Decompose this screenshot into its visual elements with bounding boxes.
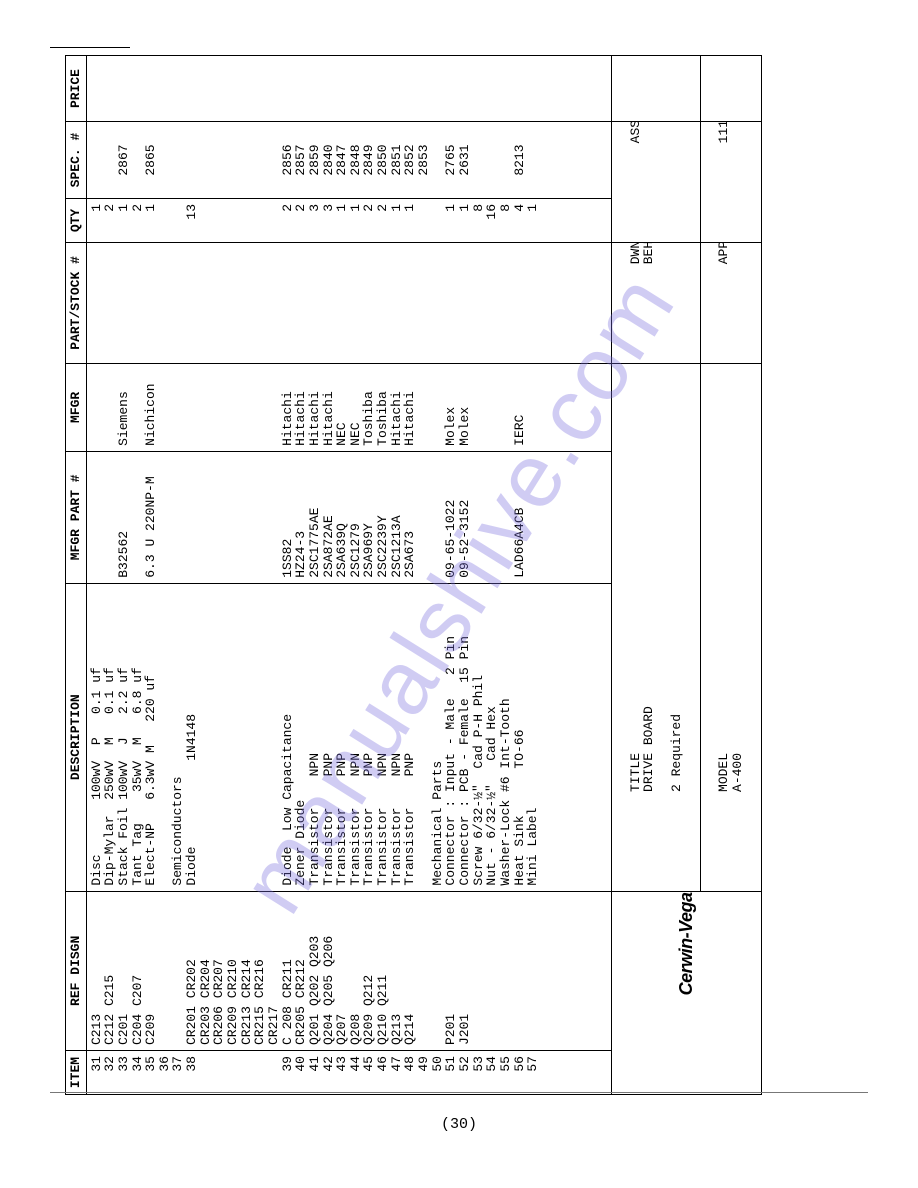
- bottom-rule: [50, 1092, 868, 1093]
- title-block: Cerwin-Vega TITLE DRIVE BOARD 2 Required…: [611, 56, 761, 1095]
- parts-table: ITEM REF DISGN DESCRIPTION MFGR PART # M…: [65, 55, 762, 1095]
- assy-label: ASSY.: [628, 122, 643, 144]
- col-spec: 2867 2865 2856 2857 2859 2840 2847 2848 …: [86, 122, 611, 199]
- hdr-qty: QTY: [66, 198, 87, 242]
- page: ITEM REF DISGN DESCRIPTION MFGR PART # M…: [0, 0, 918, 1188]
- top-rule: [50, 47, 130, 48]
- title-value: DRIVE BOARD: [641, 706, 656, 792]
- col-mfgr: Siemens Nichicon Hitachi Hitachi Hitachi…: [86, 363, 611, 451]
- page-number: (30): [0, 1116, 918, 1133]
- hdr-stock: PART/STOCK #: [66, 242, 87, 363]
- brand-logo: Cerwin-Vega: [676, 893, 696, 996]
- col-mpart: B32562 6.3 U 220NP-M 1SS82 HZ24-3 2SC177…: [86, 451, 611, 583]
- hdr-price: PRICE: [66, 56, 87, 122]
- col-desc: Disc 100wV P 0.1 uf Dip-Mylar 250wV M 0.…: [86, 583, 611, 891]
- hdr-spec: SPEC. #: [66, 122, 87, 199]
- col-qty: 1 2 1 2 1 13 2 2 3 3 1 1 2 2 1 1 1 1 8 1…: [86, 198, 611, 242]
- table-body: 31 32 33 34 35 36 37 38 39 40 41 42 43 4…: [86, 56, 611, 1095]
- hdr-desc: DESCRIPTION: [66, 583, 87, 891]
- header-row: ITEM REF DISGN DESCRIPTION MFGR PART # M…: [66, 56, 87, 1095]
- model-value: A-400: [730, 753, 745, 792]
- col-price: [86, 56, 611, 122]
- dwn-value: BEH: [641, 242, 656, 264]
- hdr-item: ITEM: [66, 1051, 87, 1095]
- col-item: 31 32 33 34 35 36 37 38 39 40 41 42 43 4…: [86, 1051, 611, 1095]
- required-qty: 2 Required: [669, 714, 684, 792]
- rotated-sheet: ITEM REF DISGN DESCRIPTION MFGR PART # M…: [65, 55, 855, 1095]
- assy-value: 11102: [716, 122, 731, 144]
- col-ref: C213 C212 C215 C201 C204 C207 C209 CR201…: [86, 891, 611, 1050]
- hdr-ref: REF DISGN: [66, 891, 87, 1050]
- col-stock: [86, 242, 611, 363]
- body-cell-row: 31 32 33 34 35 36 37 38 39 40 41 42 43 4…: [86, 56, 611, 1095]
- hdr-mfgr: MFGR: [66, 363, 87, 451]
- app-label: APP.: [716, 242, 731, 264]
- hdr-mpart: MFGR PART #: [66, 451, 87, 583]
